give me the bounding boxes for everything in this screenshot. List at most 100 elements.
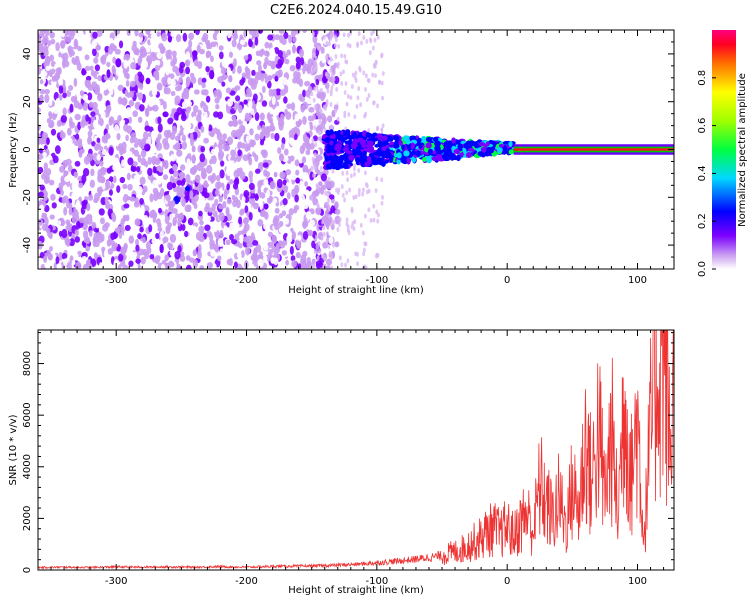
spectrogram-cell [275,105,280,115]
spectrogram-cell [313,165,317,171]
snr-x-label: Height of straight line (km) [288,585,424,596]
spectrogram-cell [202,104,209,113]
spectrogram-cell [201,36,207,43]
spectrogram-cell [244,246,251,256]
spectrogram-cell [313,125,317,131]
spectrogram-cell [220,74,227,81]
spectrogram-cell [309,122,314,131]
spectrogram-cell [316,183,320,188]
spectrogram-cell [239,79,245,86]
spectrogram-cell [348,154,355,161]
spectrogram-cell [282,185,289,192]
spectrogram-cell [368,141,374,148]
spectrogram-cell [100,176,106,184]
spectrogram-cell [434,140,441,147]
spectrogram-cell [249,177,253,183]
y-tick-label: 20 [22,95,33,108]
spectrogram-cell [324,137,331,144]
spectrogram-cell [376,125,380,131]
spectrogram-cell [203,137,209,144]
spectrogram-cell [81,200,88,210]
spectrogram-cell [151,237,157,245]
spectrogram-cell [101,111,106,119]
spectrogram-cell [200,170,207,180]
spectrogram-cell [82,93,89,101]
spectrogram-cell [274,75,279,82]
spectrogram-cell [489,149,494,154]
spectrogram-cell [177,245,182,253]
spectrogram-cell [82,230,89,239]
spectrogram-cell [158,43,164,50]
spectrogram-cell [288,137,294,144]
spectrogram-cell [88,101,94,108]
spectrogram-cell [127,183,133,191]
spectrogram-cell [467,147,475,152]
spectrogram-cell [334,37,338,43]
spectrogram-cell [69,103,74,113]
spectrogram-cell [172,170,179,178]
spectrogram-cell [121,159,126,167]
spectrogram-cell [478,142,486,147]
snr-frame [37,329,675,571]
spectrogram-cell [269,125,276,132]
spectrogram-cell [417,137,422,143]
spectrogram-cell [376,34,380,40]
spectrogram-cell [200,89,206,96]
spectrogram-cell [342,32,346,38]
spectrogram-cell [319,109,323,114]
y-tick-label: 2000 [22,506,33,531]
spectrogram-cell [385,144,390,149]
spectrogram-cell [108,146,114,156]
spectrogram-cell [237,141,241,150]
spectrogram-cell [289,155,295,162]
spectrogram-cell [278,227,283,233]
spectrogram-cell [172,220,177,227]
spectrogram-cell [191,50,198,57]
y-tick-label: -40 [22,237,33,253]
spectrogram-cell [189,190,194,200]
spectrogram-cell [148,71,153,80]
spectrogram-cell [316,92,322,99]
spectrogram-cell [346,177,350,182]
spectrogram-cell [271,245,277,253]
spectrogram-cell [66,222,71,230]
spectrogram-cell [73,209,79,217]
spectrogram-cell [60,114,68,123]
spectrogram-cell [254,133,260,141]
spectrogram-cell [61,228,68,239]
spectrogram-cell [326,88,330,94]
spectrogram-cell [302,230,309,240]
spectrogram-cell [55,67,62,74]
spectrogram-cell [312,52,316,58]
spectrogram-cell [123,230,129,238]
spectrogram-cell [287,230,292,238]
spectrogram-cell [307,115,314,122]
spectrogram-cell [302,89,307,98]
spectrogram-cell [313,86,317,92]
spectrogram-cell [254,76,259,86]
spectrogram-cell [326,216,332,225]
spectrogram-cell [191,145,196,153]
spectrogram-cell [59,131,66,139]
spectrogram-cell [364,73,368,79]
spectrogram-cell [241,195,246,204]
spectrogram-cell [185,76,191,86]
spectrogram-cell [266,64,272,72]
spectrogram-cell [144,107,149,117]
spectrogram-cell [133,262,139,269]
spectrogram-cell [211,203,216,212]
spectrogram-cell [302,115,307,125]
spectrogram-cell [236,252,242,259]
spectrogram-cell [135,166,141,173]
spectrogram-cell [205,50,212,58]
spectrogram-cell [169,249,175,257]
colorbar-tick-label: 0.8 [697,70,708,86]
spectrogram-cell [327,163,333,170]
spectrogram-cell [94,192,100,202]
spectrogram-cell [277,147,282,154]
spectrogram-cell [50,68,56,75]
spectrogram-cell [243,189,250,198]
spectrogram-cell [302,38,307,47]
spectrogram-cell [204,206,209,213]
spectrogram-cell [103,89,109,96]
